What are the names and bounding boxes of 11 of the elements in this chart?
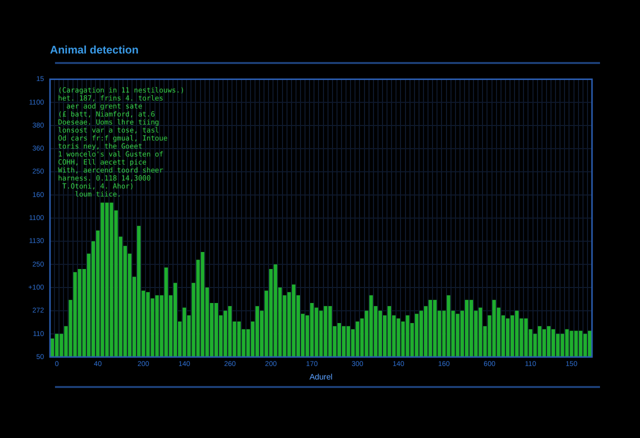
bar xyxy=(255,306,260,357)
bar xyxy=(173,282,178,357)
bar xyxy=(546,326,551,357)
bar xyxy=(55,334,59,357)
bar xyxy=(214,302,218,357)
x-axis-title: Adurel xyxy=(309,372,333,382)
bar xyxy=(464,300,469,357)
bar xyxy=(506,318,510,357)
bar xyxy=(588,330,592,357)
chart-title: Animal detection xyxy=(50,44,139,57)
bar xyxy=(342,326,346,357)
